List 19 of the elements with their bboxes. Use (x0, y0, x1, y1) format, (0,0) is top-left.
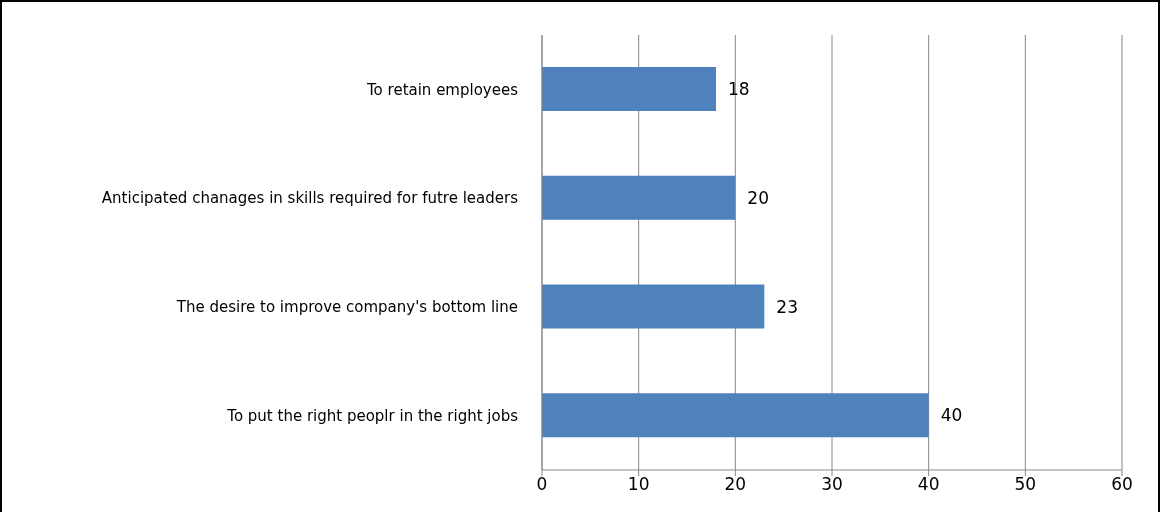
y-tick-label: To put the right peoplr in the right jobs (226, 406, 519, 425)
bar (542, 175, 736, 220)
x-tick-label: 0 (536, 474, 548, 495)
x-tick-label: 20 (724, 474, 747, 495)
bar (542, 393, 929, 438)
y-tick-label: Anticipated chanages in skills required for futre leaders (101, 189, 519, 208)
data-label: 40 (940, 405, 963, 426)
data-label: 20 (747, 187, 769, 208)
bar (542, 284, 765, 329)
x-tick-label: 50 (1014, 474, 1037, 495)
x-tick-label: 40 (917, 474, 940, 495)
data-label: 18 (728, 79, 750, 100)
x-tick-label: 30 (821, 474, 843, 495)
x-tick-label: 10 (627, 474, 650, 495)
y-tick-label: To retain employees (366, 80, 519, 99)
y-tick-label: The desire to improve company's bottom line (175, 298, 518, 317)
data-label: 23 (776, 296, 798, 317)
bar (542, 67, 716, 111)
x-tick-label: 60 (1111, 474, 1133, 495)
